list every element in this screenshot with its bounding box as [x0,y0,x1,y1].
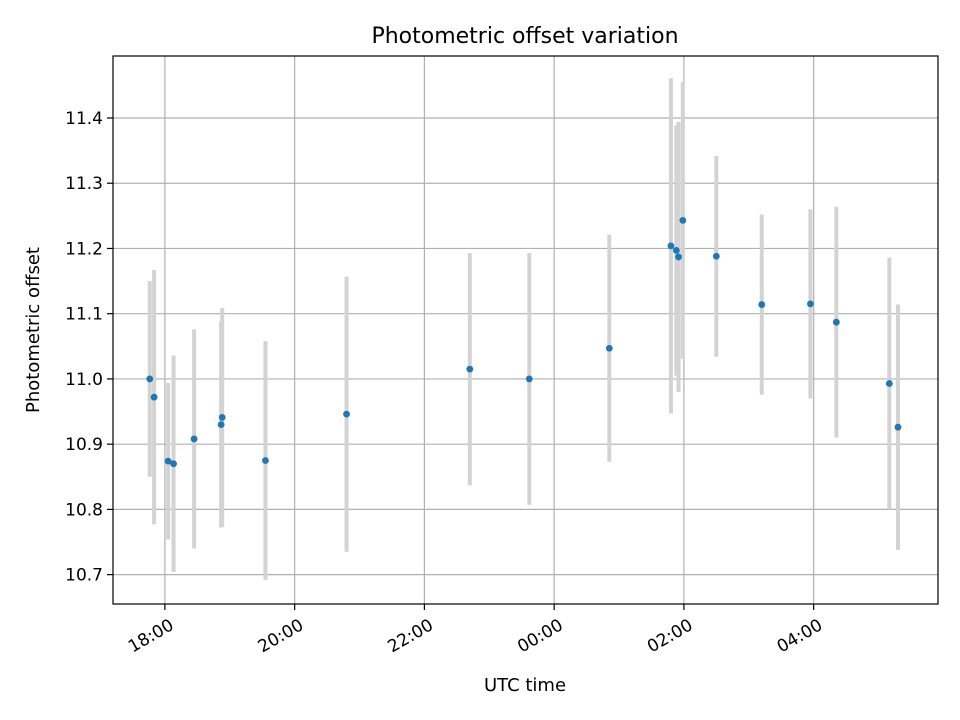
data-point [466,365,474,373]
data-point [150,393,158,401]
data-point [807,300,814,308]
grid-layer [113,56,938,604]
x-tick-label: 22:00 [384,615,436,657]
x-tick-label: 18:00 [125,615,177,657]
plot-frame [112,55,939,605]
x-tick-label: 00:00 [514,615,566,657]
data-points [146,217,902,468]
y-tick-label: 10.9 [65,435,103,455]
data-point [164,457,172,465]
data-point [218,414,226,421]
y-tick-label: 11.2 [65,239,103,259]
y-tick-label: 11.0 [65,370,103,390]
data-point [712,252,720,260]
data-point [832,318,840,326]
data-point [525,375,533,383]
y-axis-label: Photometric offset [23,247,44,413]
data-point [217,421,225,428]
y-tick-label: 11.1 [65,305,103,325]
y-tick-label: 11.3 [65,174,103,194]
data-point [605,344,613,352]
y-axis: 10.7 10.8 10.9 11.0 11.1 11.2 11.3 11.4 [65,109,113,586]
data-point [885,380,893,387]
data-point [758,301,766,308]
y-tick-label: 10.7 [65,566,103,586]
data-point [667,242,675,250]
data-point [262,457,269,464]
y-tick-label: 10.8 [65,500,103,520]
x-tick-label: 02:00 [644,615,696,657]
data-point [894,423,902,431]
y-tick-label: 11.4 [65,109,103,129]
x-axis: 18:00 20:00 22:00 00:00 02:00 04:00 [125,604,826,657]
x-axis-label: UTC time [484,675,566,696]
error-bars [147,78,900,580]
x-tick-label: 04:00 [774,615,826,657]
data-point [170,460,177,468]
data-point [672,247,680,254]
chart-title: Photometric offset variation [371,24,678,49]
data-point [146,375,154,383]
x-tick-label: 20:00 [255,615,307,657]
data-point [675,253,682,261]
data-point [190,435,198,443]
data-point [343,410,350,418]
data-point [679,217,687,224]
